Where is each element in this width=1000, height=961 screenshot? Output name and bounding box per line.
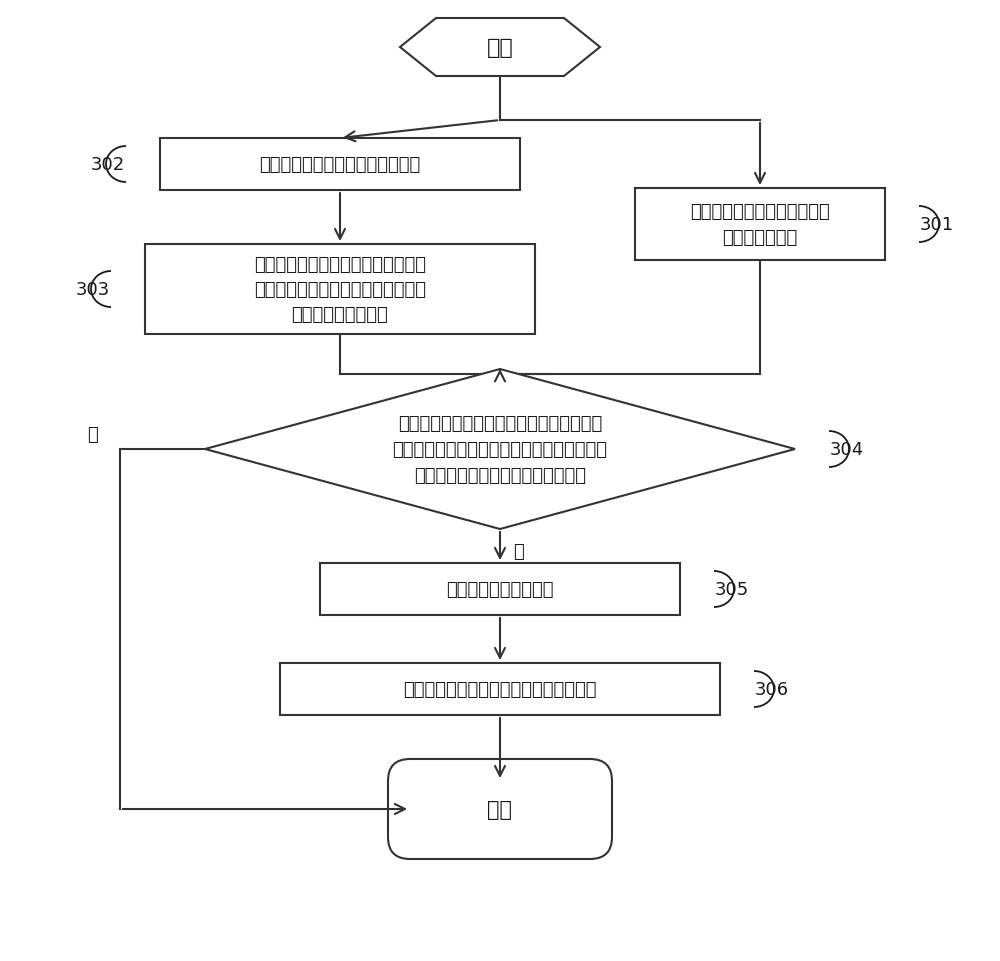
Text: 303: 303 — [76, 281, 110, 299]
Bar — [320, 563, 680, 615]
Text: 判断所述需要发射功率对应的发射功率指数
与所述射频通路传输数据时的发射功率指数的
差值是否大于或者等于预设第一阈值: 判断所述需要发射功率对应的发射功率指数 与所述射频通路传输数据时的发射功率指数的… — [392, 414, 608, 485]
Bar — [145, 245, 535, 334]
Polygon shape — [400, 19, 600, 77]
Text: 是: 是 — [513, 542, 523, 560]
Text: 否: 否 — [87, 426, 97, 444]
Text: 304: 304 — [830, 440, 864, 458]
Text: 302: 302 — [91, 156, 125, 174]
Text: 开始: 开始 — [487, 38, 513, 58]
Text: 检测所述射频通路的需要发射功率: 检测所述射频通路的需要发射功率 — [259, 156, 421, 174]
Text: 301: 301 — [920, 216, 954, 234]
Bar — [635, 188, 885, 260]
Bar — [160, 138, 520, 191]
Bar — [280, 663, 720, 715]
Text: 结束: 结束 — [488, 800, 512, 819]
Text: 输出与所述射频通路异常关联的提示消息: 输出与所述射频通路异常关联的提示消息 — [403, 680, 597, 699]
Text: 305: 305 — [715, 580, 749, 599]
Text: 306: 306 — [755, 680, 789, 699]
FancyBboxPatch shape — [388, 759, 612, 859]
Text: 根据预设的发射功率与发射功率指数
的对应关系，确定所述需要发射功率
对应的发射功率指数: 根据预设的发射功率与发射功率指数 的对应关系，确定所述需要发射功率 对应的发射功… — [254, 256, 426, 324]
Text: 检测所述射频通路传输数据时
的通路功率指数: 检测所述射频通路传输数据时 的通路功率指数 — [690, 204, 830, 246]
Text: 确定所述射频通路异常: 确定所述射频通路异常 — [446, 580, 554, 599]
Polygon shape — [205, 370, 795, 530]
